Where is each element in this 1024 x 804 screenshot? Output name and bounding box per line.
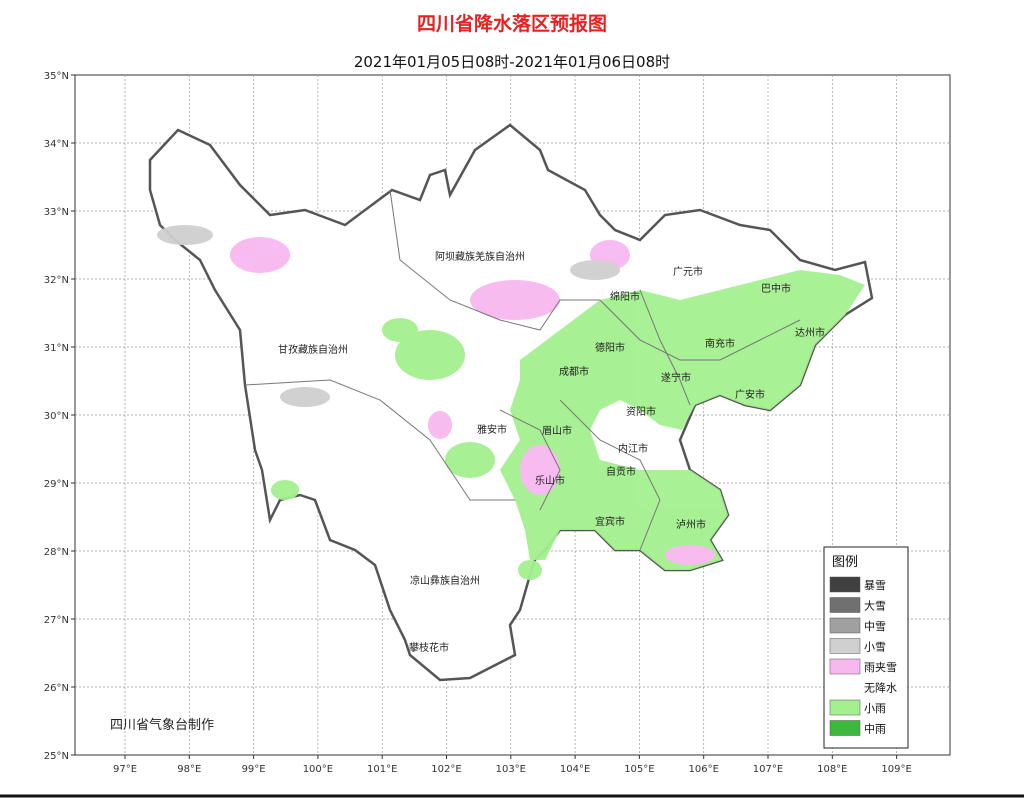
city-label: 广元市 bbox=[673, 265, 703, 278]
city-label: 凉山彝族自治州 bbox=[410, 574, 480, 587]
city-label: 眉山市 bbox=[542, 424, 572, 437]
lat-tick-label: 34°N bbox=[44, 139, 69, 150]
lon-tick-label: 97°E bbox=[113, 764, 137, 775]
precip-areas bbox=[157, 225, 865, 580]
sleet-area bbox=[230, 237, 290, 273]
lon-tick-label: 102°E bbox=[431, 764, 461, 775]
light-rain-area bbox=[518, 560, 542, 580]
lon-tick-label: 104°E bbox=[560, 764, 590, 775]
lon-tick-label: 105°E bbox=[624, 764, 654, 775]
city-label: 成都市 bbox=[559, 365, 589, 378]
legend-swatch bbox=[829, 597, 861, 613]
title: 四川省降水落区预报图 bbox=[417, 12, 607, 35]
legend-label: 小雨 bbox=[864, 702, 886, 715]
legend-label: 中雨 bbox=[864, 723, 886, 736]
city-label: 乐山市 bbox=[535, 474, 565, 487]
lat-tick-label: 28°N bbox=[44, 547, 69, 558]
city-label: 阿坝藏族羌族自治州 bbox=[435, 250, 525, 263]
light-rain-area bbox=[445, 442, 495, 478]
lon-tick-label: 109°E bbox=[881, 764, 911, 775]
legend-label: 大雪 bbox=[864, 599, 886, 613]
city-label: 达州市 bbox=[795, 326, 825, 339]
sleet-area bbox=[520, 445, 560, 495]
city-label: 遂宁市 bbox=[661, 371, 691, 384]
city-label: 甘孜藏族自治州 bbox=[278, 343, 348, 356]
lon-tick-label: 99°E bbox=[242, 764, 266, 775]
lat-tick-label: 35°N bbox=[44, 71, 69, 82]
legend-label: 暴雪 bbox=[864, 579, 886, 592]
light-rain-area bbox=[395, 330, 465, 380]
city-label: 宜宾市 bbox=[595, 515, 625, 528]
lon-tick-label: 107°E bbox=[753, 764, 783, 775]
lon-tick-label: 108°E bbox=[817, 764, 847, 775]
lon-tick-label: 100°E bbox=[303, 764, 333, 775]
legend-swatch bbox=[829, 576, 861, 593]
legend-swatch bbox=[830, 679, 860, 695]
lat-tick-label: 25°N bbox=[44, 751, 69, 762]
light-rain-area bbox=[271, 480, 299, 500]
lat-tick-label: 26°N bbox=[44, 683, 69, 694]
light-rain-area bbox=[500, 270, 865, 570]
city-label: 内江市 bbox=[618, 442, 648, 455]
sleet-area bbox=[665, 545, 715, 565]
legend-swatch bbox=[829, 720, 861, 736]
lon-tick-label: 103°E bbox=[496, 764, 526, 775]
city-label: 泸州市 bbox=[676, 518, 706, 531]
city-label: 自贡市 bbox=[606, 465, 636, 478]
lat-tick-label: 32°N bbox=[44, 275, 69, 286]
sleet-area bbox=[428, 411, 452, 439]
legend-swatch bbox=[829, 638, 861, 654]
lat-tick-label: 30°N bbox=[44, 411, 69, 422]
city-label: 攀枝花市 bbox=[409, 641, 449, 654]
subtitle: 2021年01月05日08时-2021年01月06日08时 bbox=[354, 53, 670, 71]
sleet-area bbox=[470, 280, 560, 320]
lat-tick-label: 31°N bbox=[44, 343, 69, 354]
legend-swatch bbox=[829, 617, 861, 634]
city-label: 资阳市 bbox=[626, 405, 656, 418]
city-label: 德阳市 bbox=[595, 341, 625, 354]
lon-tick-label: 106°E bbox=[688, 764, 718, 775]
legend-label: 雨夹雪 bbox=[864, 661, 897, 674]
legend-label: 小雪 bbox=[864, 641, 886, 654]
city-label: 雅安市 bbox=[477, 423, 507, 436]
lat-tick-label: 33°N bbox=[44, 207, 69, 218]
internal-borders bbox=[244, 189, 801, 551]
lon-tick-label: 98°E bbox=[177, 764, 201, 775]
legend-swatch bbox=[829, 699, 861, 716]
city-label: 南充市 bbox=[705, 337, 735, 350]
city-label: 绵阳市 bbox=[610, 290, 640, 303]
light-rain-area bbox=[382, 318, 418, 342]
lat-tick-label: 27°N bbox=[44, 615, 69, 626]
lon-tick-label: 101°E bbox=[367, 764, 397, 775]
city-labels: 阿坝藏族羌族自治州 广元市 巴中市 绵阳市 达州市 德阳市 南充市 甘孜藏族自治… bbox=[278, 250, 825, 654]
lat-tick-label: 29°N bbox=[44, 479, 69, 490]
legend-swatch bbox=[829, 658, 861, 675]
legend-label: 无降水 bbox=[864, 681, 897, 695]
city-label: 广安市 bbox=[735, 388, 765, 401]
city-label: 巴中市 bbox=[761, 282, 791, 295]
light-snow-area bbox=[157, 225, 213, 245]
light-snow-area bbox=[280, 387, 330, 407]
legend-title: 图例 bbox=[832, 555, 858, 570]
light-snow-area bbox=[570, 260, 620, 280]
credit: 四川省气象台制作 bbox=[110, 717, 214, 733]
legend-label: 中雪 bbox=[864, 620, 886, 633]
